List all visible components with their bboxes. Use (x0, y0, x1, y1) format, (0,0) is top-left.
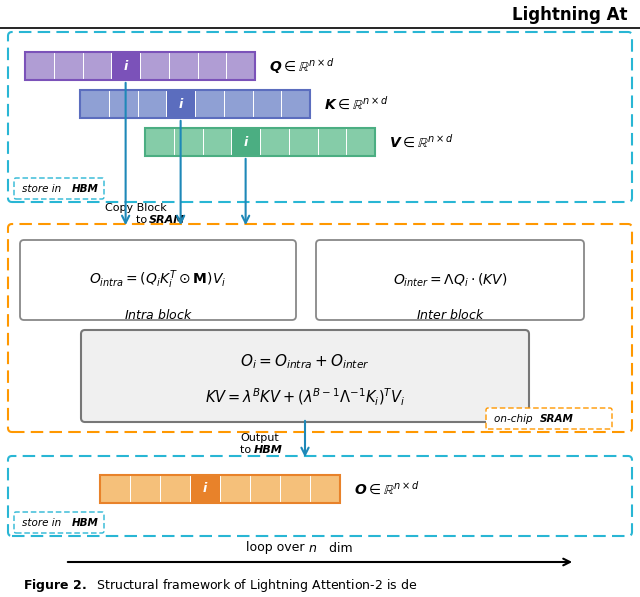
Bar (100, 475, 340, 503)
Bar (227, 52, 255, 80)
Bar (317, 128, 346, 156)
Bar (140, 52, 169, 80)
Text: SRAM: SRAM (148, 215, 185, 225)
Bar (83, 52, 111, 80)
Text: i: i (243, 136, 248, 149)
Text: $\mathbf{Figure\ 2.}$  Structural framework of Lightning Attention-2 is de: $\mathbf{Figure\ 2.}$ Structural framewo… (23, 577, 417, 593)
Text: $\boldsymbol{Q} \in \mathbb{R}^{n \times d}$: $\boldsymbol{Q} \in \mathbb{R}^{n \times… (269, 56, 335, 76)
Bar (310, 475, 340, 503)
Bar (130, 475, 160, 503)
Bar (80, 90, 109, 118)
Bar (80, 90, 310, 118)
Bar (224, 90, 253, 118)
Text: $n$: $n$ (308, 541, 317, 555)
Bar (260, 128, 289, 156)
FancyBboxPatch shape (14, 512, 104, 533)
Text: i: i (124, 60, 128, 72)
Text: Copy Block: Copy Block (105, 203, 166, 213)
Text: $\mathit{Inter\ block}$: $\mathit{Inter\ block}$ (415, 308, 484, 322)
Text: Output: Output (240, 433, 279, 443)
Bar (346, 128, 375, 156)
Bar (202, 128, 231, 156)
Bar (253, 90, 281, 118)
Text: $\boldsymbol{V} \in \mathbb{R}^{n \times d}$: $\boldsymbol{V} \in \mathbb{R}^{n \times… (389, 134, 454, 150)
Bar (100, 475, 130, 503)
Bar (281, 90, 310, 118)
Bar (289, 128, 317, 156)
Text: HBM: HBM (254, 445, 283, 455)
Text: $\mathit{Intra\ block}$: $\mathit{Intra\ block}$ (124, 308, 193, 322)
FancyBboxPatch shape (486, 408, 612, 429)
Bar (138, 90, 166, 118)
Bar (111, 52, 140, 80)
Bar (198, 52, 227, 80)
Bar (145, 128, 173, 156)
Bar (25, 52, 255, 80)
FancyBboxPatch shape (81, 330, 529, 422)
Text: SRAM: SRAM (540, 414, 574, 423)
Text: $KV = \lambda^B KV + (\lambda^{B-1}\Lambda^{-1}K_i)^T V_i$: $KV = \lambda^B KV + (\lambda^{B-1}\Lamb… (205, 386, 405, 408)
Text: $\boldsymbol{O} \in \mathbb{R}^{n \times d}$: $\boldsymbol{O} \in \mathbb{R}^{n \times… (354, 481, 420, 497)
FancyBboxPatch shape (20, 240, 296, 320)
FancyBboxPatch shape (316, 240, 584, 320)
Text: to: to (240, 445, 255, 455)
Text: dim: dim (325, 541, 353, 555)
Bar (145, 128, 375, 156)
Text: $\boldsymbol{K} \in \mathbb{R}^{n \times d}$: $\boldsymbol{K} \in \mathbb{R}^{n \times… (324, 96, 389, 113)
Text: HBM: HBM (72, 183, 99, 193)
Bar (166, 90, 195, 118)
Bar (25, 52, 54, 80)
Text: $O_i = O_{intra} + O_{inter}$: $O_i = O_{intra} + O_{inter}$ (240, 353, 370, 371)
Bar (231, 128, 260, 156)
Text: store in: store in (22, 518, 65, 528)
Bar (190, 475, 220, 503)
Text: $O_{intra} = (Q_i K_i^T \odot \mathbf{M})V_i$: $O_{intra} = (Q_i K_i^T \odot \mathbf{M}… (90, 269, 227, 291)
Text: i: i (203, 482, 207, 496)
Bar (54, 52, 83, 80)
Bar (280, 475, 310, 503)
Bar (109, 90, 138, 118)
Bar (173, 128, 202, 156)
Text: on-chip: on-chip (494, 414, 536, 423)
Bar (169, 52, 198, 80)
Bar (195, 90, 224, 118)
Text: i: i (179, 97, 183, 110)
Text: HBM: HBM (72, 518, 99, 528)
Text: loop over: loop over (246, 541, 308, 555)
Text: store in: store in (22, 183, 65, 193)
FancyBboxPatch shape (14, 178, 104, 199)
Bar (250, 475, 280, 503)
Bar (220, 475, 250, 503)
Text: $O_{inter} = \Lambda Q_i \cdot (KV)$: $O_{inter} = \Lambda Q_i \cdot (KV)$ (393, 271, 508, 289)
Bar (160, 475, 190, 503)
Text: to: to (136, 215, 150, 225)
Text: Lightning At: Lightning At (513, 6, 628, 24)
